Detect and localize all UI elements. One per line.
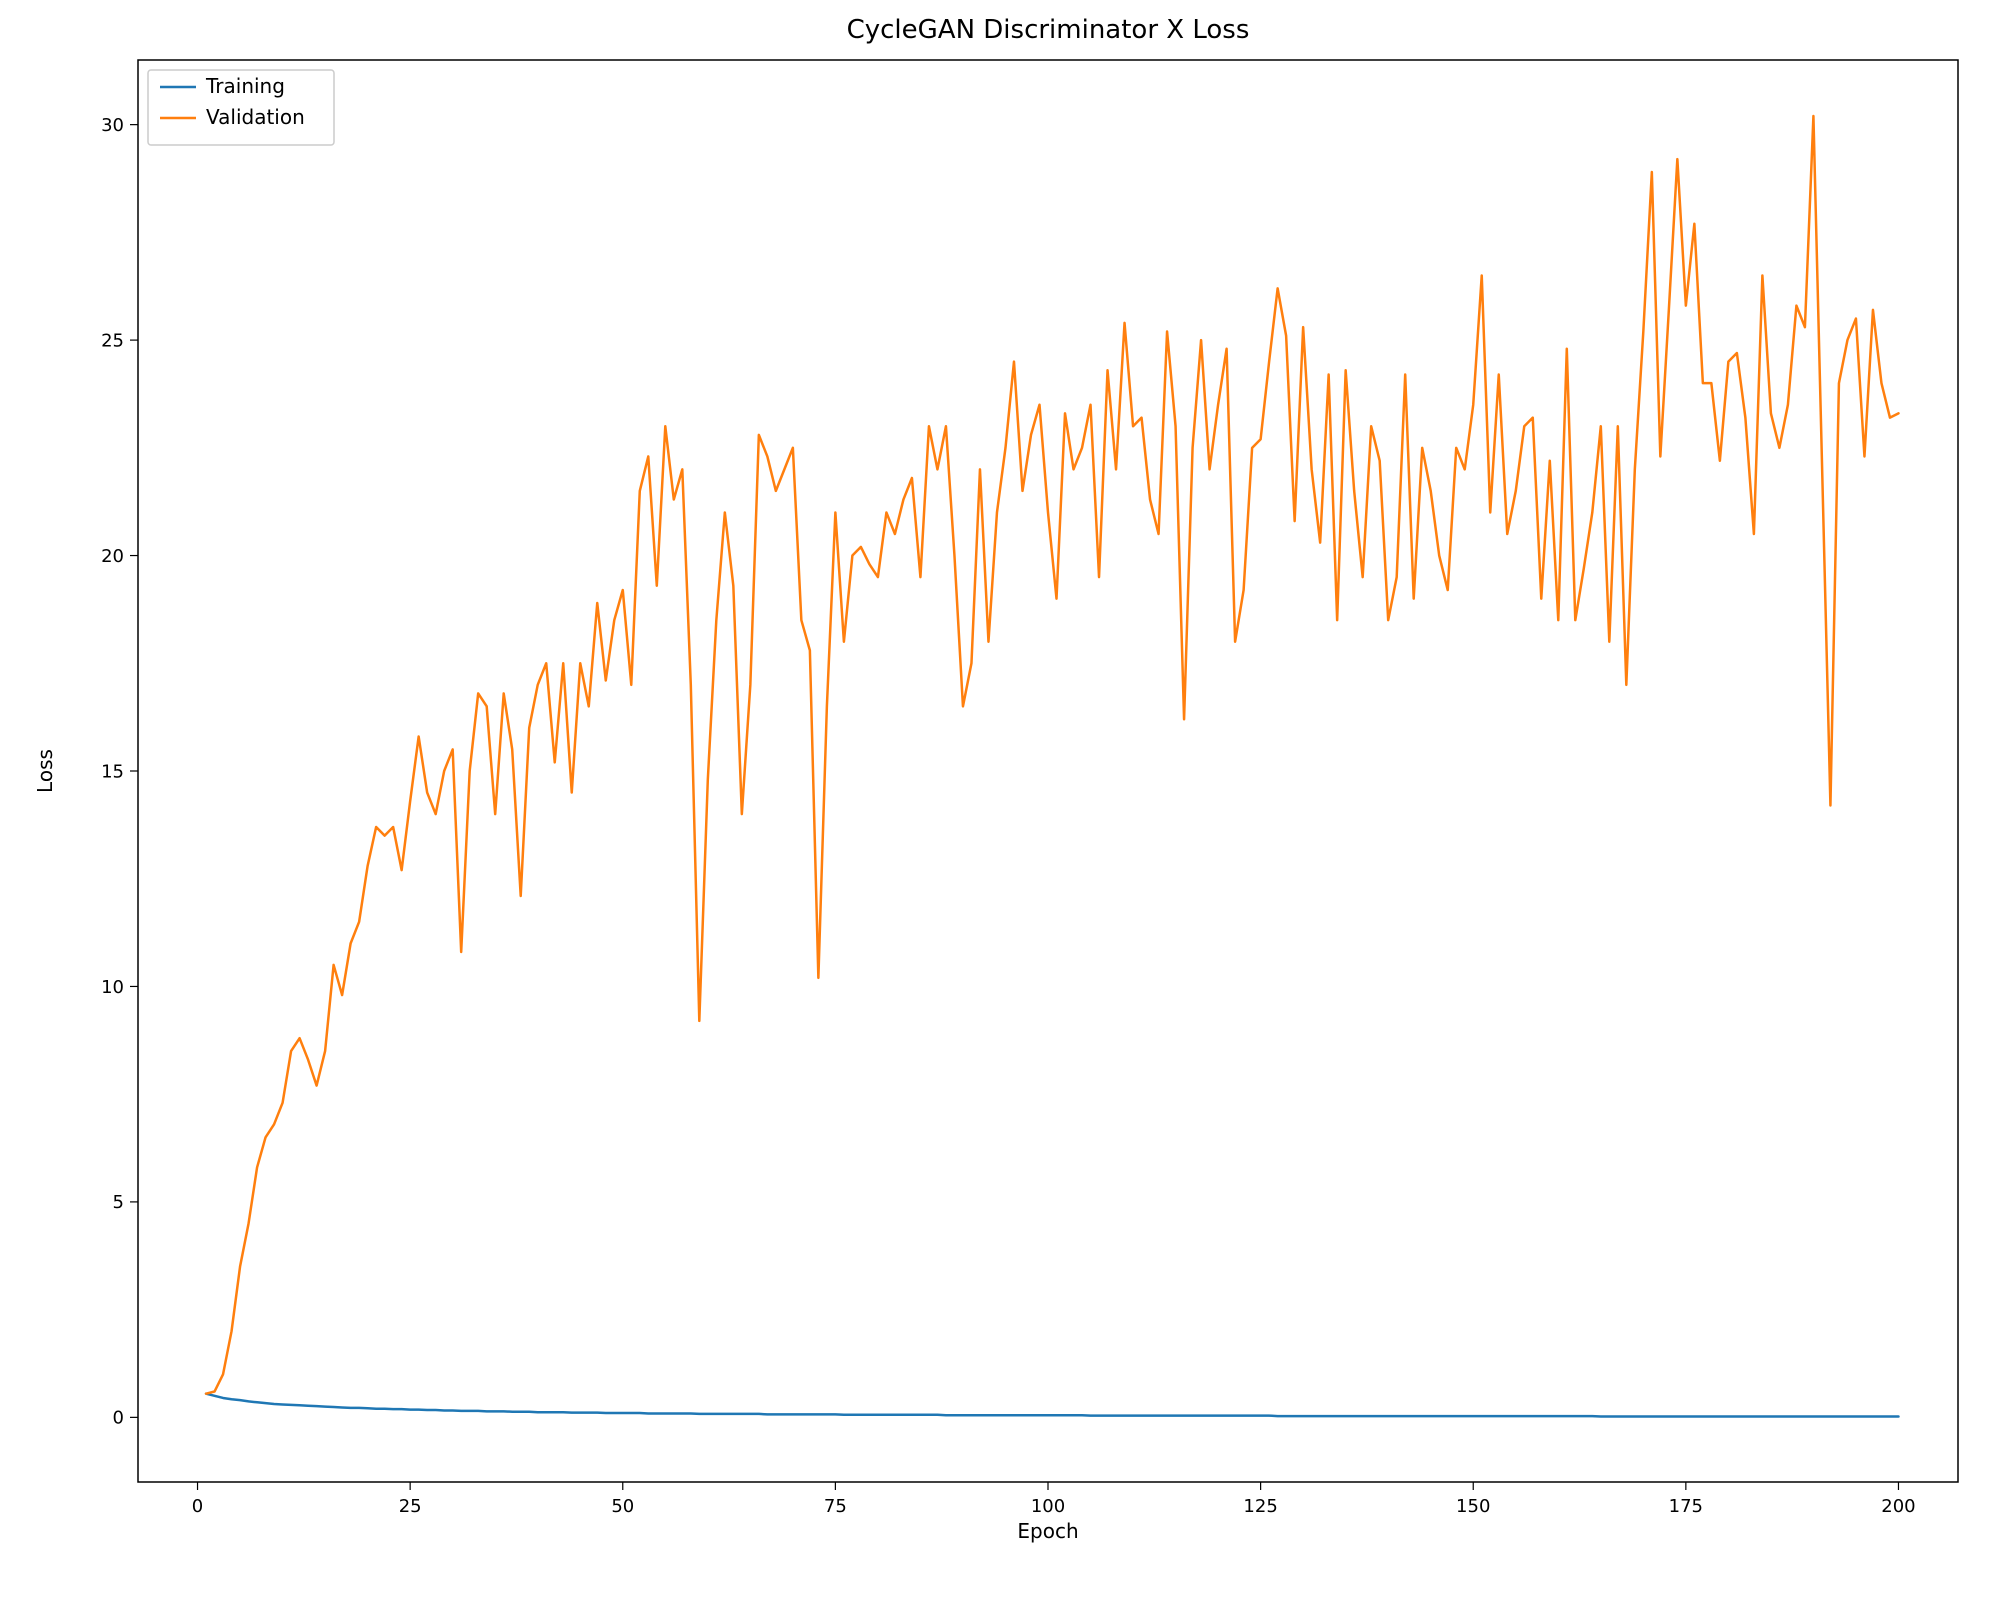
- y-tick-label: 5: [113, 1192, 124, 1213]
- chart-svg: 0 25 50 75 100 125 150 175 200 0 5 10 15 20 25 30 Epoch L…: [0, 0, 2000, 1600]
- y-tick-label: 10: [101, 977, 124, 998]
- x-tick-label: 0: [192, 1496, 203, 1517]
- x-tick-label: 200: [1881, 1496, 1915, 1517]
- y-tick-label: 20: [101, 546, 124, 567]
- legend-label: Training: [205, 74, 285, 98]
- x-tick-label: 25: [399, 1496, 422, 1517]
- y-tick-label: 30: [101, 115, 124, 136]
- chart-container: 0 25 50 75 100 125 150 175 200 0 5 10 15 20 25 30 Epoch L…: [0, 0, 2000, 1600]
- x-tick-label: 100: [1031, 1496, 1065, 1517]
- x-tick-label: 125: [1243, 1496, 1277, 1517]
- chart-title: CycleGAN Discriminator X Loss: [847, 15, 1250, 45]
- y-tick-label: 25: [101, 330, 124, 351]
- legend-label: Validation: [206, 105, 305, 129]
- x-tick-label: 50: [611, 1496, 634, 1517]
- x-tick-label: 175: [1669, 1496, 1703, 1517]
- y-axis-label: Loss: [33, 749, 57, 793]
- x-tick-label: 75: [824, 1496, 847, 1517]
- x-axis-label: Epoch: [1017, 1519, 1078, 1543]
- y-tick-label: 0: [113, 1408, 124, 1429]
- y-tick-label: 15: [101, 761, 124, 782]
- x-tick-label: 150: [1456, 1496, 1490, 1517]
